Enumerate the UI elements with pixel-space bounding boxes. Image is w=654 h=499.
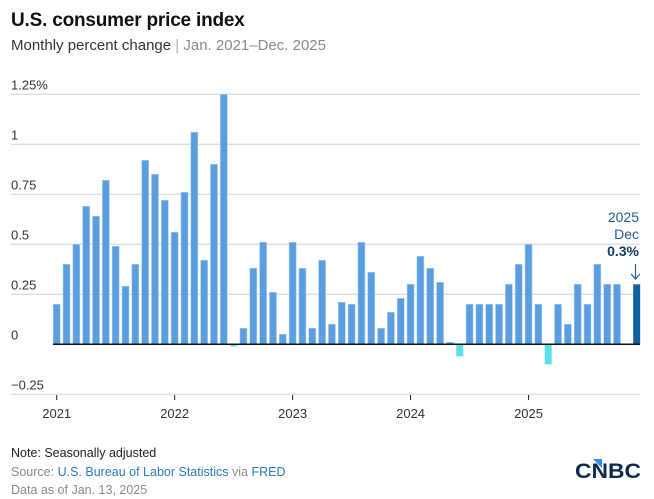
source-line: Source: U.S. Bureau of Labor Statistics … [11, 465, 285, 479]
bar-nov-2024 [505, 283, 513, 345]
bar-apr-2024 [436, 281, 444, 345]
bar-jun-2023 [337, 301, 346, 345]
y-tick-label: 1 [11, 127, 18, 142]
annotation-value: 0.3% [607, 243, 639, 259]
bar-jan-2021 [52, 303, 61, 345]
bar-jun-2022 [220, 94, 228, 345]
bar-sep-2025 [603, 283, 611, 345]
y-tick-label: 0.5 [11, 227, 29, 242]
bars [52, 94, 641, 365]
y-axis-ticks: 1.25% 1 0.75 0.5 0.25 0 −0.25 [11, 77, 48, 392]
annotation-month: Dec [614, 226, 639, 242]
bar-may-2023 [328, 323, 336, 345]
bar-may-2025 [564, 323, 572, 345]
bar-jun-2025 [573, 283, 582, 345]
bar-jan-2023 [288, 242, 297, 345]
chart-title: U.S. consumer price index [11, 10, 245, 31]
y-tick-label: 0 [11, 327, 18, 342]
bar-mar-2024 [426, 267, 435, 345]
bar-feb-2024 [416, 255, 425, 345]
y-tick-label: 0.25 [11, 277, 36, 292]
x-tick-label: 2024 [396, 406, 425, 421]
bar-jul-2025 [583, 303, 592, 345]
bar-oct-2021 [141, 160, 149, 345]
down-arrow-icon [630, 264, 641, 280]
bar-oct-2023 [377, 327, 385, 345]
x-tick-label: 2022 [160, 406, 189, 421]
chart-subtitle: Monthly percent change | Jan. 2021–Dec. … [11, 37, 326, 54]
bar-mar-2023 [308, 327, 317, 345]
footnote: Note: Seasonally adjusted [11, 446, 157, 460]
bar-dec-2025 [633, 284, 641, 345]
bar-aug-2024 [475, 303, 484, 345]
bar-apr-2022 [200, 259, 208, 345]
bar-sep-2021 [131, 263, 140, 345]
bar-apr-2023 [318, 259, 326, 345]
y-tick-label: −0.25 [11, 377, 44, 392]
bar-sep-2023 [367, 271, 376, 345]
latest-value-annotation: 2025 Dec 0.3% [607, 209, 641, 280]
bar-apr-2025 [554, 303, 562, 345]
bar-aug-2022 [239, 327, 248, 345]
bar-jul-2022 [230, 344, 238, 347]
subtitle-main: Monthly percent change [11, 37, 172, 54]
bar-sep-2024 [485, 303, 494, 345]
bar-aug-2023 [357, 242, 366, 345]
y-tick-label: 1.25% [11, 77, 48, 92]
y-tick-label: 0.75 [11, 177, 36, 192]
bar-chart: 1.25% 1 0.75 0.5 0.25 0 −0.25 2021 2022 2023 2024… [11, 77, 641, 421]
bar-nov-2023 [387, 311, 395, 345]
bar-dec-2024 [514, 263, 523, 345]
bar-dec-2023 [396, 297, 405, 345]
bar-jul-2021 [111, 246, 120, 345]
annotation-year: 2025 [608, 209, 639, 225]
logo-accent-icon [593, 459, 602, 468]
source-link-bls[interactable]: U.S. Bureau of Labor Statistics [57, 465, 229, 479]
bar-mar-2022 [190, 132, 199, 345]
logo-text: CNBC [575, 460, 641, 481]
subtitle-range: Jan. 2021–Dec. 2025 [183, 37, 326, 54]
source-via: via [231, 465, 248, 479]
bar-jul-2024 [465, 303, 474, 345]
x-tick-label: 2025 [514, 406, 543, 421]
data-as-of: Data as of Jan. 13, 2025 [11, 483, 148, 497]
bar-may-2021 [92, 216, 100, 345]
bar-jun-2024 [456, 344, 464, 357]
bar-oct-2025 [613, 283, 621, 345]
bar-may-2022 [210, 164, 218, 345]
bar-jun-2021 [102, 180, 110, 345]
bar-dec-2021 [161, 200, 169, 345]
source-link-fred[interactable]: FRED [251, 465, 286, 479]
x-tick-label: 2021 [42, 406, 71, 421]
bar-feb-2022 [180, 192, 189, 345]
bar-jan-2025 [524, 244, 533, 345]
bar-oct-2024 [495, 303, 503, 345]
bar-dec-2022 [278, 333, 287, 345]
bar-jan-2024 [406, 283, 415, 345]
bar-jan-2022 [170, 232, 179, 345]
bar-jul-2023 [347, 303, 356, 345]
bar-feb-2025 [534, 303, 543, 345]
x-tick-label: 2023 [278, 406, 307, 421]
subtitle-separator: | [175, 37, 180, 54]
bar-oct-2022 [259, 242, 267, 345]
source-prefix: Source: [11, 465, 55, 479]
bar-feb-2021 [62, 263, 71, 345]
bar-nov-2022 [269, 291, 277, 345]
bar-nov-2021 [151, 174, 159, 345]
bar-sep-2022 [249, 267, 258, 345]
bar-aug-2021 [121, 285, 130, 345]
bar-apr-2021 [82, 206, 90, 345]
bar-mar-2025 [544, 344, 552, 365]
bar-aug-2025 [593, 263, 602, 345]
cnbc-logo: CNBC [575, 459, 641, 481]
x-axis-ticks: 2021 2022 2023 2024 2025 [42, 395, 543, 421]
bar-mar-2021 [72, 244, 81, 345]
bar-feb-2023 [298, 267, 307, 345]
